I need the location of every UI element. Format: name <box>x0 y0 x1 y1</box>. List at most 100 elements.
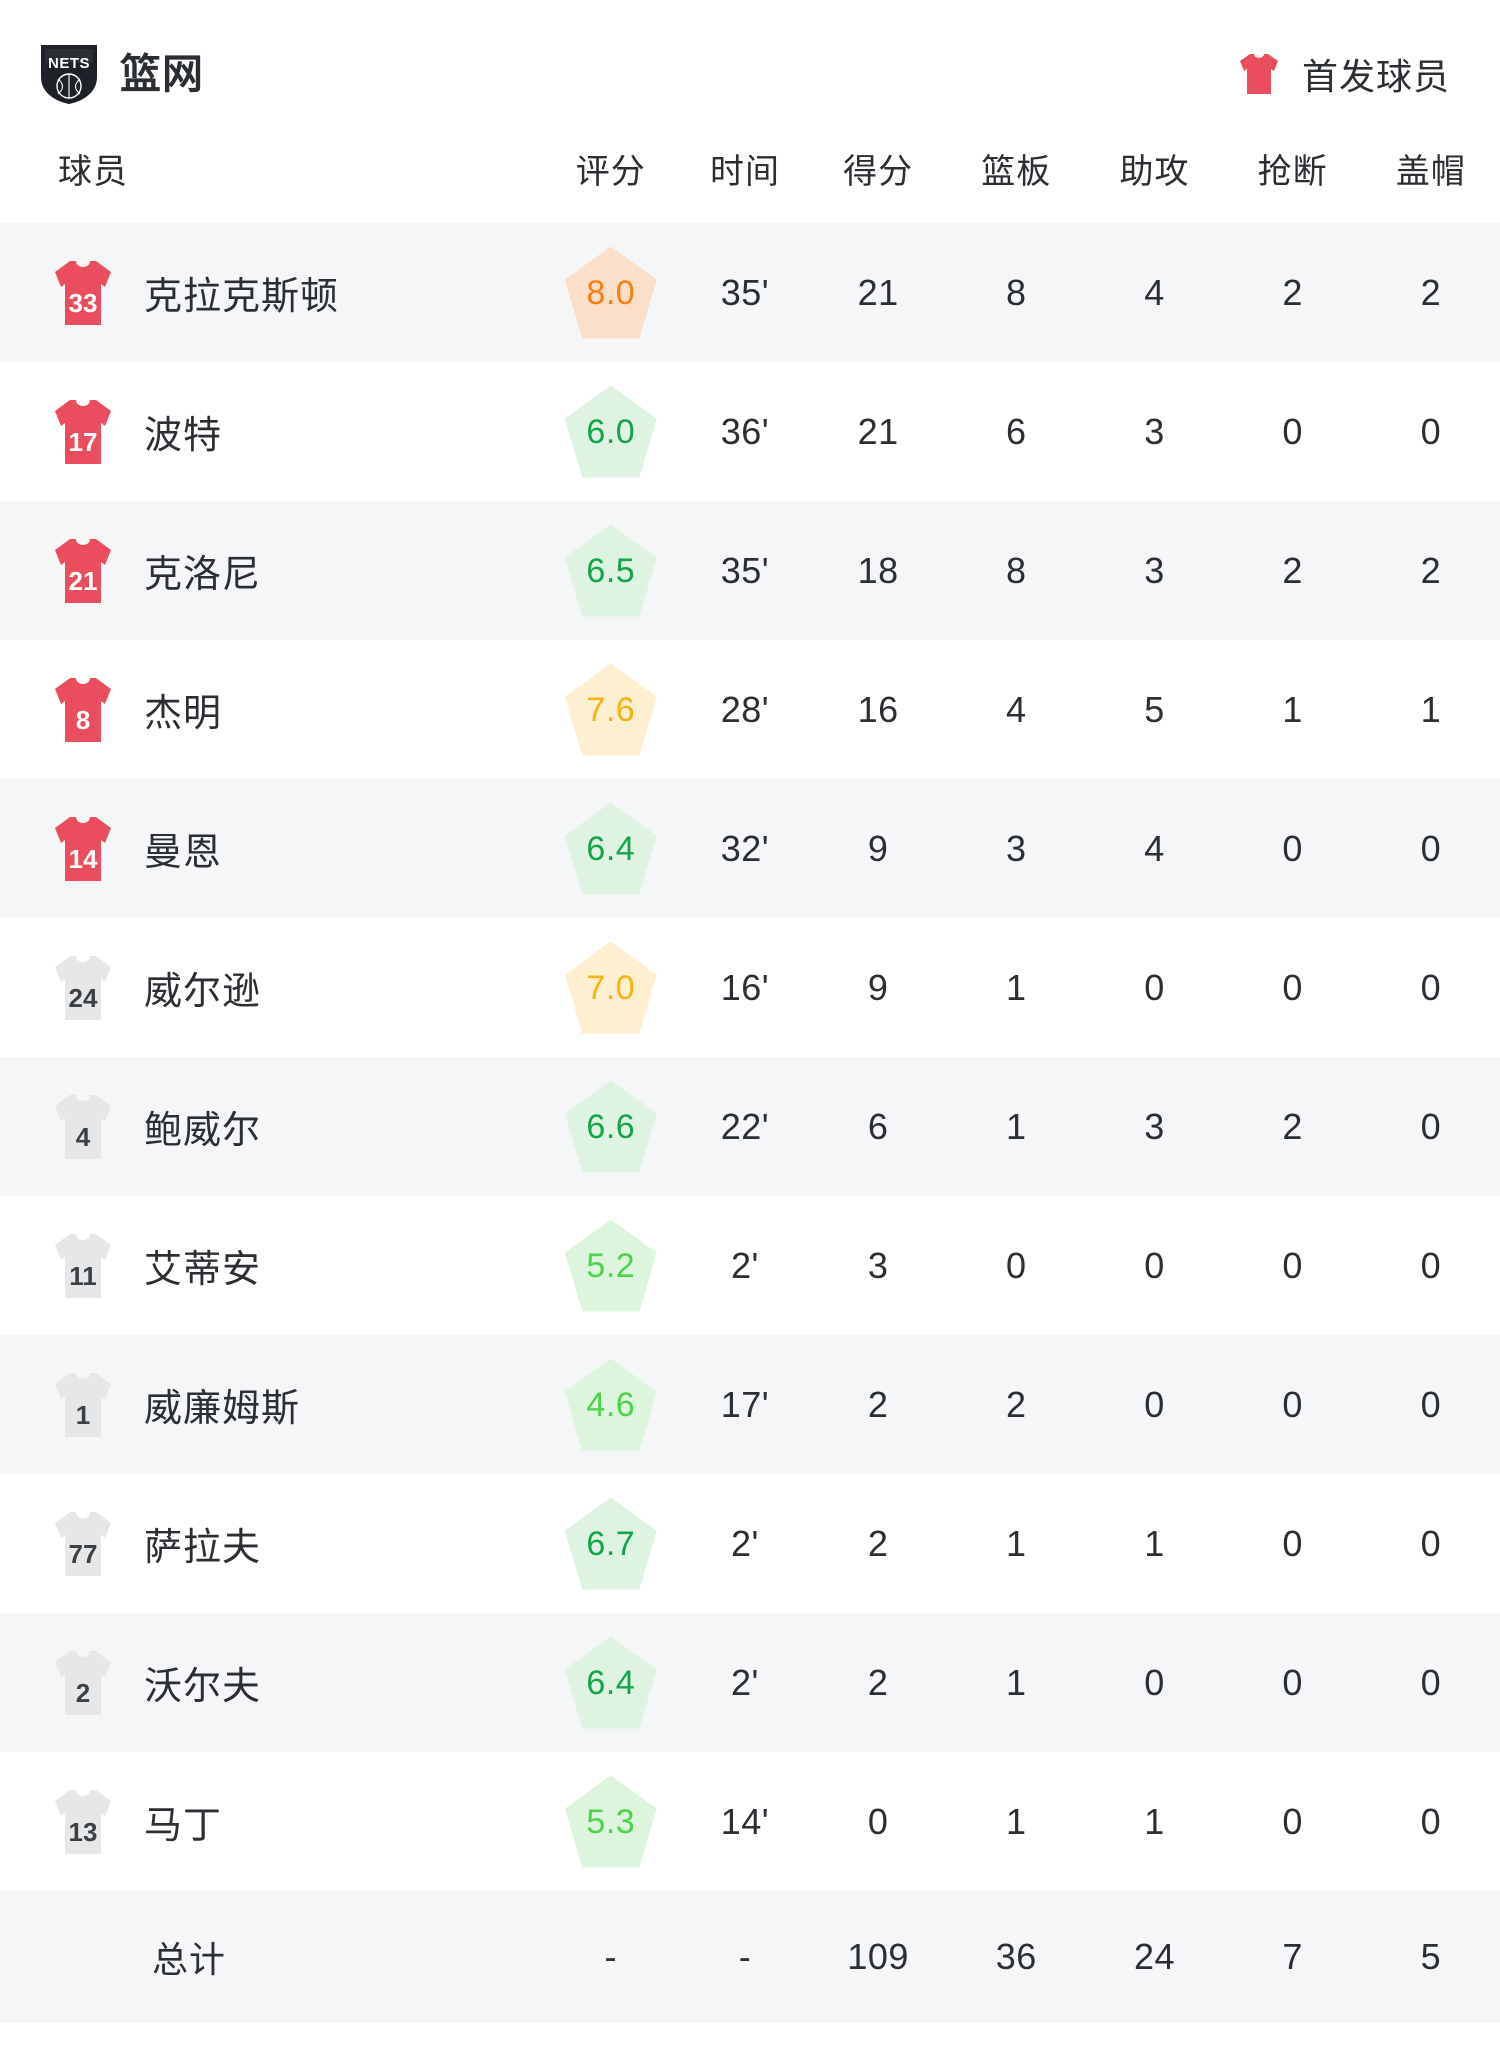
rating-badge: 6.0 <box>564 385 657 478</box>
svg-text:NETS: NETS <box>48 55 90 72</box>
assists-cell: 0 <box>1144 1244 1165 1286</box>
starter-jersey-icon: 14 <box>55 816 111 881</box>
player-cell[interactable]: 4 鲍威尔 <box>0 1057 541 1196</box>
rebounds-cell: 1 <box>1006 1105 1027 1147</box>
assists-cell: 5 <box>1144 688 1165 730</box>
player-cell[interactable]: 11 艾蒂安 <box>0 1196 541 1335</box>
column-header-rebounds: 篮板 <box>981 153 1052 191</box>
rating-value: 5.2 <box>586 1246 636 1285</box>
starter-jersey-icon: 17 <box>55 399 111 464</box>
blocks-cell: 0 <box>1420 1661 1442 1703</box>
assists-cell: 0 <box>1144 1661 1165 1703</box>
assists-cell: 1 <box>1144 1800 1165 1842</box>
rebounds-cell: 0 <box>1006 1244 1027 1286</box>
minutes-cell: 2' <box>731 1522 759 1564</box>
player-name: 艾蒂安 <box>144 1249 262 1291</box>
assists-cell: 4 <box>1144 271 1165 313</box>
rating-value: 6.6 <box>586 1107 636 1146</box>
player-cell[interactable]: 2 沃尔夫 <box>0 1613 541 1752</box>
rating-cell: 5.2 <box>541 1196 681 1335</box>
points-cell: 21 <box>857 410 899 452</box>
steals-cell: 0 <box>1282 1383 1303 1425</box>
assists-cell: 0 <box>1144 966 1165 1008</box>
player-cell[interactable]: 77 萨拉夫 <box>0 1474 541 1613</box>
table-body: 33 克拉克斯顿 8.0 35' 21 8 4 2 2 17 波特 <box>0 223 1500 2023</box>
rebounds-cell: 8 <box>1006 549 1027 591</box>
table-row[interactable]: 8 杰明 7.6 28' 16 4 5 1 1 <box>0 640 1500 779</box>
blocks-cell: 0 <box>1420 1244 1442 1286</box>
minutes-cell: 32' <box>720 827 770 869</box>
rating-cell: 7.0 <box>541 918 681 1057</box>
rating-badge: 6.7 <box>564 1497 657 1590</box>
substitute-jersey-icon: 2 <box>55 1650 111 1715</box>
table-row[interactable]: 17 波特 6.0 36' 21 6 3 0 0 <box>0 362 1500 501</box>
rating-cell: 6.4 <box>541 1613 681 1752</box>
player-name: 鲍威尔 <box>144 1110 262 1152</box>
player-cell[interactable]: 24 威尔逊 <box>0 918 541 1057</box>
player-cell[interactable]: 8 杰明 <box>0 640 541 779</box>
blocks-cell: 2 <box>1420 549 1442 591</box>
table-row[interactable]: 2 沃尔夫 6.4 2' 2 1 0 0 0 <box>0 1613 1500 1752</box>
player-cell[interactable]: 14 曼恩 <box>0 779 541 918</box>
rating-cell: 6.0 <box>541 362 681 501</box>
rating-value: 6.4 <box>586 829 636 868</box>
rating-badge: 5.3 <box>564 1775 657 1868</box>
starter-jersey-icon: 8 <box>55 677 111 742</box>
steals-cell: 0 <box>1282 1661 1303 1703</box>
rating-value: 8.0 <box>586 273 636 312</box>
table-row[interactable]: 13 马丁 5.3 14' 0 1 1 0 0 <box>0 1752 1500 1891</box>
svg-text:77: 77 <box>69 1539 98 1569</box>
rebounds-cell: 1 <box>1006 1800 1027 1842</box>
table-row[interactable]: 14 曼恩 6.4 32' 9 3 4 0 0 <box>0 779 1500 918</box>
rebounds-cell: 3 <box>1006 827 1027 869</box>
table-row[interactable]: 33 克拉克斯顿 8.0 35' 21 8 4 2 2 <box>0 223 1500 362</box>
table-row[interactable]: 1 威廉姆斯 4.6 17' 2 2 0 0 0 <box>0 1335 1500 1474</box>
minutes-cell: 36' <box>720 410 770 452</box>
legend-label: 首发球员 <box>1301 56 1450 97</box>
substitute-jersey-icon: 1 <box>55 1372 111 1437</box>
player-name: 马丁 <box>144 1805 223 1847</box>
rating-badge: 5.2 <box>564 1219 657 1312</box>
table-row[interactable]: 4 鲍威尔 6.6 22' 6 1 3 2 0 <box>0 1057 1500 1196</box>
player-cell[interactable]: 17 波特 <box>0 362 541 501</box>
table-row[interactable]: 77 萨拉夫 6.7 2' 2 1 1 0 0 <box>0 1474 1500 1613</box>
assists-cell: 3 <box>1144 1105 1165 1147</box>
player-cell[interactable]: 1 威廉姆斯 <box>0 1335 541 1474</box>
blocks-cell: 1 <box>1420 688 1442 730</box>
table-row[interactable]: 21 克洛尼 6.5 35' 18 8 3 2 2 <box>0 501 1500 640</box>
svg-text:17: 17 <box>69 427 98 457</box>
assists-cell: 4 <box>1144 827 1165 869</box>
totals-rebounds: 36 <box>995 1936 1037 1977</box>
svg-text:14: 14 <box>69 844 98 874</box>
svg-text:1: 1 <box>76 1400 90 1430</box>
column-header-rating: 评分 <box>575 153 646 191</box>
svg-text:4: 4 <box>76 1122 91 1152</box>
rating-cell: 6.7 <box>541 1474 681 1613</box>
table-row[interactable]: 24 威尔逊 7.0 16' 9 1 0 0 0 <box>0 918 1500 1057</box>
blocks-cell: 0 <box>1420 410 1442 452</box>
blocks-cell: 0 <box>1420 1800 1442 1842</box>
points-cell: 0 <box>867 1800 889 1842</box>
player-cell[interactable]: 13 马丁 <box>0 1752 541 1891</box>
totals-blocks: 5 <box>1420 1936 1442 1977</box>
player-name: 克拉克斯顿 <box>144 276 340 318</box>
player-cell[interactable]: 21 克洛尼 <box>0 501 541 640</box>
minutes-cell: 35' <box>720 549 770 591</box>
rating-cell: 8.0 <box>541 223 681 362</box>
substitute-jersey-icon: 13 <box>55 1789 111 1854</box>
points-cell: 2 <box>867 1661 889 1703</box>
totals-label: 总计 <box>152 1939 227 1980</box>
minutes-cell: 2' <box>731 1244 759 1286</box>
steals-cell: 0 <box>1282 1800 1303 1842</box>
rebounds-cell: 1 <box>1006 966 1027 1008</box>
steals-cell: 0 <box>1282 827 1303 869</box>
points-cell: 18 <box>857 549 899 591</box>
rating-value: 6.5 <box>586 551 636 590</box>
assists-cell: 0 <box>1144 1383 1165 1425</box>
rating-badge: 6.4 <box>564 802 657 895</box>
player-cell[interactable]: 33 克拉克斯顿 <box>0 223 541 362</box>
table-row[interactable]: 11 艾蒂安 5.2 2' 3 0 0 0 0 <box>0 1196 1500 1335</box>
points-cell: 21 <box>857 271 899 313</box>
svg-text:33: 33 <box>69 288 98 318</box>
minutes-cell: 16' <box>720 966 770 1008</box>
